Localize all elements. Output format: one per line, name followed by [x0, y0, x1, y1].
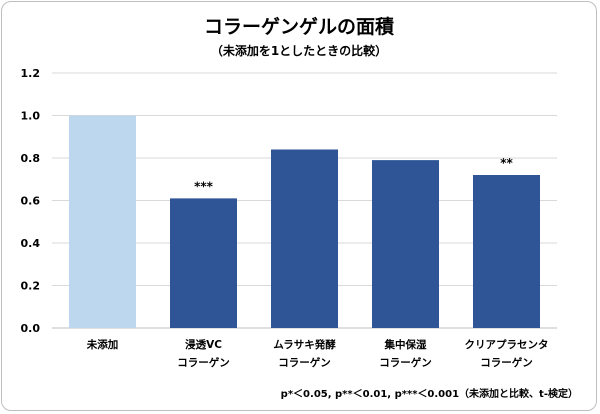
x-category-label: コラーゲン [177, 356, 230, 369]
chart-title: コラーゲンゲルの面積 [203, 16, 394, 38]
y-tick-label: 0.4 [21, 237, 41, 250]
bar [170, 198, 237, 328]
bar [271, 149, 338, 328]
y-tick-label: 1.2 [21, 67, 41, 80]
significance-marker: *** [194, 179, 214, 193]
x-category-label: コラーゲン [379, 356, 432, 369]
bar [372, 160, 439, 328]
y-tick-label: 0.0 [21, 322, 41, 335]
significance-note: p*＜0.05, p**＜0.01, p***＜0.001（未添加と比較、t-検… [280, 389, 578, 400]
y-tick-label: 0.2 [21, 280, 41, 293]
x-category-label: 浸透VC [185, 338, 222, 351]
y-tick-label: 1.0 [21, 110, 41, 123]
y-tick-label: 0.8 [21, 152, 41, 165]
chart-subtitle: （未添加を1としたときの比較） [210, 44, 388, 58]
x-category-label: コラーゲン [278, 356, 331, 369]
x-category-label: コラーゲン [480, 356, 533, 369]
x-category-label: 集中保湿 [384, 338, 427, 351]
significance-marker: ** [500, 156, 513, 170]
bar [69, 115, 136, 328]
bar [473, 175, 540, 328]
x-category-label: クリアプラセンタ [465, 338, 549, 351]
bar-chart: 0.0 0.2 0.4 0.6 0.8 1.0 1.2 未添加 *** 浸透VC コラーゲン ムラサキ… [21, 67, 557, 369]
y-tick-label: 0.6 [21, 195, 41, 208]
x-category-label: ムラサキ発酵 [273, 338, 336, 351]
x-category-label: 未添加 [86, 338, 119, 351]
